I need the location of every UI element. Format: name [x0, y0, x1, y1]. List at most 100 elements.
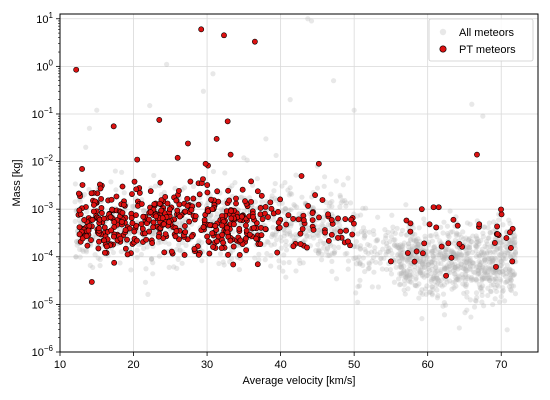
all-meteor-point: [417, 257, 424, 263]
all-meteor-point: [418, 245, 424, 251]
all-meteor-point: [392, 230, 398, 236]
pt-meteor-point: [139, 225, 146, 232]
all-meteor-point: [456, 232, 462, 238]
all-meteor-point: [487, 271, 494, 277]
all-meteor-point: [404, 259, 411, 265]
all-meteor-point: [351, 255, 357, 262]
all-meteor-point: [482, 256, 488, 262]
all-meteor-point: [507, 280, 513, 286]
pt-meteor-point: [300, 217, 307, 224]
all-meteor-point: [278, 245, 284, 251]
all-meteor-point: [510, 268, 516, 274]
pt-meteor-point: [124, 251, 131, 258]
all-meteor-point: [424, 254, 430, 260]
all-meteor-point: [145, 291, 151, 298]
all-meteor-point: [86, 125, 93, 131]
all-meteor-point: [177, 247, 183, 254]
all-meteor-point: [497, 245, 503, 251]
all-meteor-point: [286, 228, 293, 234]
pt-meteor-point: [345, 238, 351, 245]
all-meteor-point: [413, 241, 419, 247]
all-meteor-point: [175, 256, 181, 262]
all-meteor-point: [314, 230, 320, 236]
all-meteor-point: [450, 250, 457, 256]
all-meteor-point: [396, 251, 402, 257]
all-meteor-point: [463, 268, 469, 275]
all-meteor-point: [483, 270, 489, 276]
all-meteor-point: [385, 248, 392, 255]
all-meteor-point: [434, 275, 440, 281]
all-meteor-point: [330, 78, 337, 84]
all-meteor-point: [488, 288, 494, 294]
all-meteor-point: [95, 255, 101, 261]
all-meteor-point: [454, 230, 460, 236]
all-meteor-point: [396, 259, 402, 265]
all-meteor-point: [443, 265, 449, 271]
all-meteor-point: [128, 267, 134, 273]
all-meteor-point: [357, 246, 363, 252]
all-meteor-point: [497, 245, 503, 252]
all-meteor-point: [239, 194, 245, 200]
pt-meteor-point: [89, 216, 96, 223]
all-meteor-point: [278, 238, 285, 244]
all-meteor-point: [287, 185, 293, 191]
all-meteor-point: [316, 247, 322, 253]
all-meteor-point: [282, 230, 288, 236]
all-meteor-point: [345, 175, 351, 181]
all-meteor-point: [487, 259, 493, 266]
pt-meteor-point: [204, 182, 211, 188]
all-meteor-point: [440, 257, 447, 263]
pt-meteor-point: [111, 219, 118, 226]
pt-meteor-point: [151, 201, 158, 208]
all-meteor-point: [476, 241, 482, 247]
pt-meteor-point: [239, 186, 246, 193]
all-meteor-point: [415, 241, 422, 247]
all-meteor-point: [179, 260, 185, 266]
all-meteor-point: [141, 208, 147, 214]
pt-meteor-point: [253, 235, 260, 242]
all-meteor-point: [478, 250, 484, 256]
all-meteor-point: [449, 286, 455, 292]
all-meteor-point: [500, 249, 506, 255]
all-meteor-point: [467, 221, 473, 227]
all-meteor-point: [425, 261, 431, 268]
all-meteor-point: [427, 233, 433, 239]
all-meteor-point: [462, 282, 468, 288]
all-meteor-point: [481, 303, 487, 309]
all-meteor-point: [360, 205, 366, 211]
all-meteor-point: [181, 185, 188, 191]
all-meteor-point: [461, 290, 467, 296]
all-meteor-point: [391, 242, 398, 249]
all-meteor-point: [287, 97, 293, 103]
all-meteor-point: [458, 234, 464, 240]
all-meteor-point: [479, 276, 485, 283]
all-meteor-point: [429, 284, 435, 290]
all-meteor-point: [326, 203, 332, 209]
all-meteor-point: [421, 216, 427, 222]
all-meteor-point: [443, 247, 449, 253]
pt-meteor-point: [205, 238, 212, 245]
pt-meteor-point: [509, 258, 516, 265]
all-meteor-point: [419, 259, 425, 266]
all-meteor-point: [447, 208, 453, 214]
all-meteor-point: [151, 172, 157, 179]
all-meteor-point: [500, 256, 507, 262]
all-meteor-point: [331, 250, 337, 257]
all-meteor-point: [393, 264, 399, 270]
all-meteor-point: [504, 240, 510, 246]
all-meteor-point: [337, 192, 343, 199]
all-meteor-point: [481, 251, 487, 257]
all-meteor-point: [468, 277, 475, 283]
all-meteor-point: [492, 278, 499, 285]
all-meteor-point: [474, 239, 480, 245]
all-meteor-point: [463, 267, 469, 273]
all-meteor-point: [429, 262, 435, 268]
all-meteor-point: [357, 243, 364, 249]
all-meteor-point: [511, 241, 517, 247]
all-meteor-point: [273, 237, 280, 243]
all-meteor-point: [374, 236, 381, 243]
all-meteor-point: [407, 272, 413, 278]
pt-meteor-point: [161, 249, 168, 256]
pt-meteor-point: [188, 233, 195, 240]
